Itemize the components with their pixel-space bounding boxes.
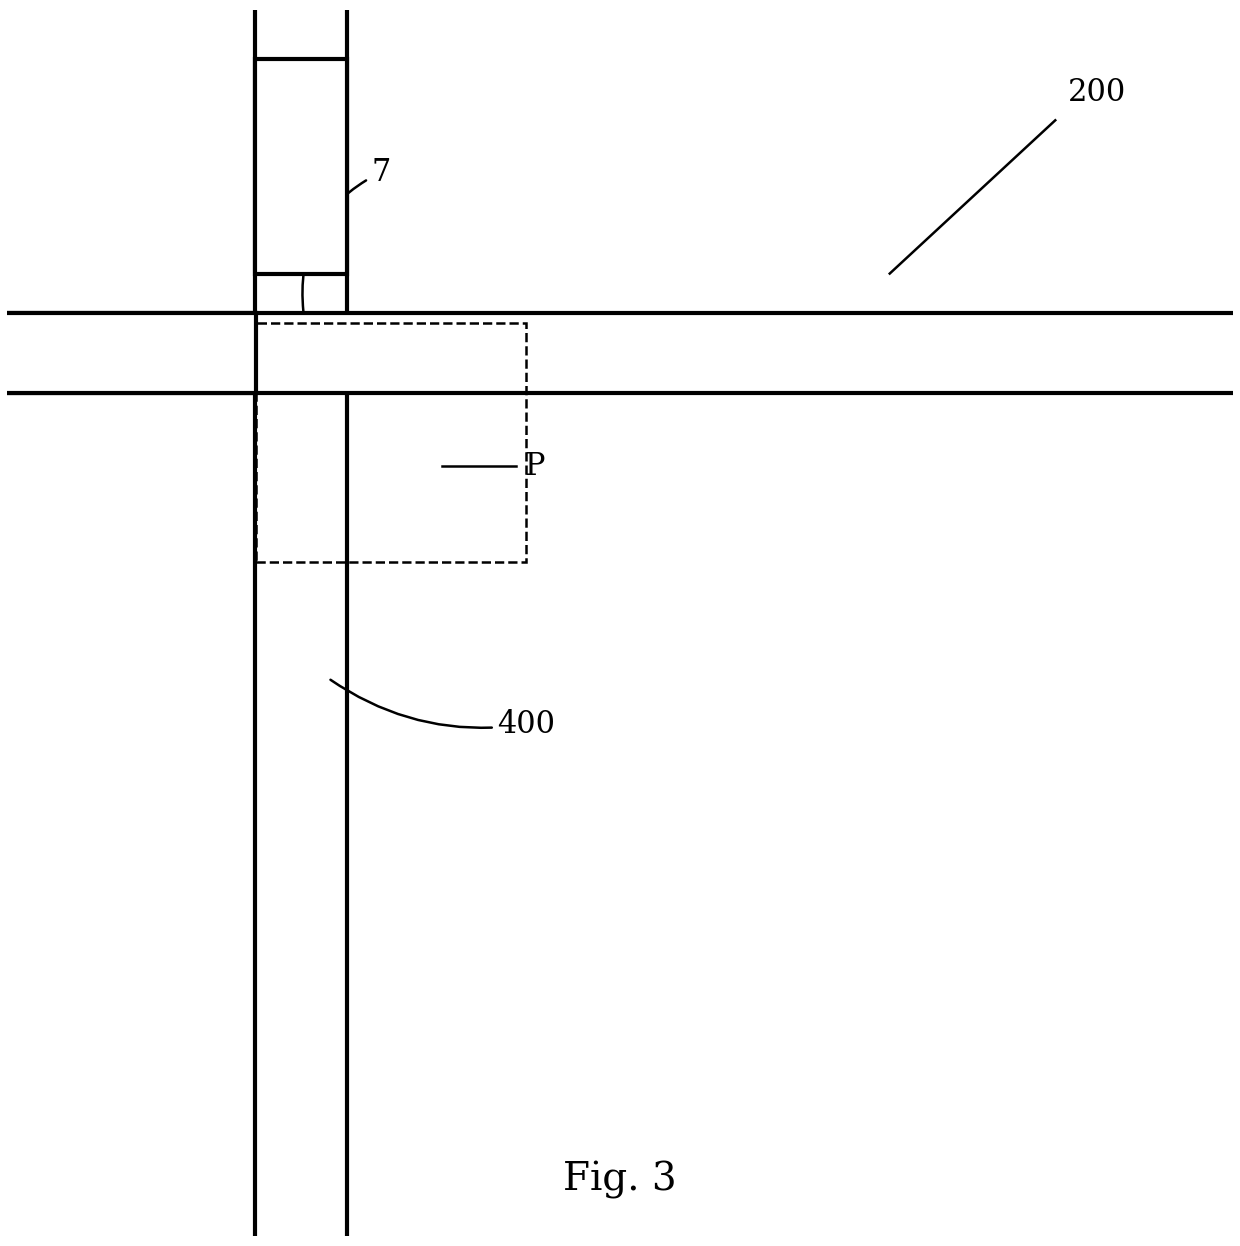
Bar	[0, 314, 1240, 392]
Text: 200: 200	[1068, 77, 1126, 108]
Bar	[255, 59, 347, 274]
Text: Fig. 3: Fig. 3	[563, 1161, 677, 1199]
Text: 400: 400	[331, 680, 556, 740]
Text: 7: 7	[303, 157, 391, 312]
Bar	[0, 314, 255, 392]
Bar	[255, 323, 526, 562]
Bar	[255, 0, 347, 1246]
Text: P: P	[525, 451, 544, 481]
